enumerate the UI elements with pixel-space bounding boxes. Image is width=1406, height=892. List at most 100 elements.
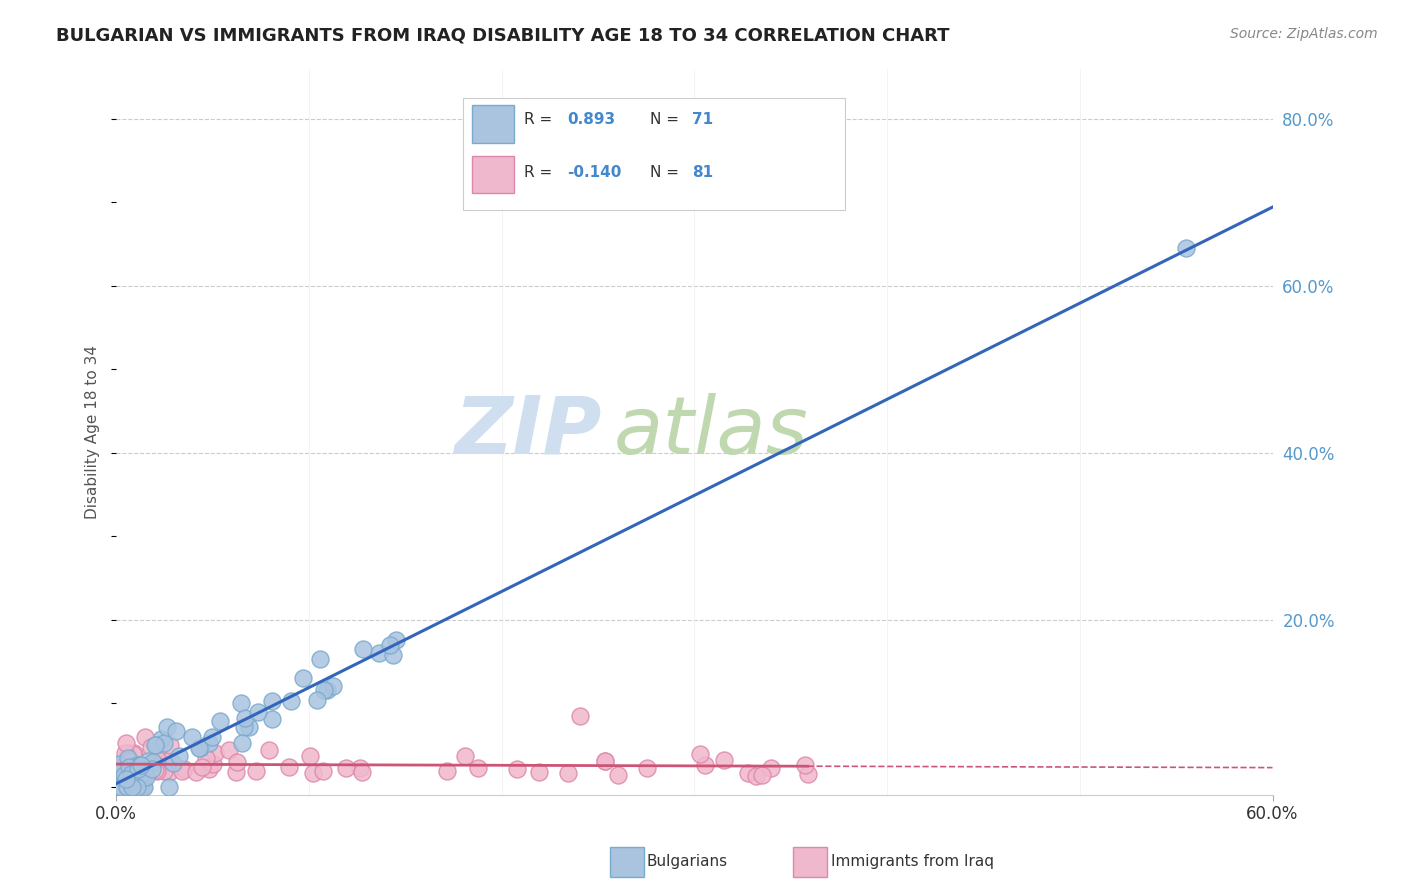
FancyBboxPatch shape: [472, 105, 515, 143]
Point: [122, 747, 145, 762]
Point: [143, 763, 166, 777]
Point: [122, 763, 145, 777]
Point: [108, 780, 131, 794]
Point: [260, 693, 283, 707]
Point: [737, 765, 759, 780]
Point: [225, 765, 247, 780]
Point: [198, 762, 221, 776]
Point: [117, 780, 139, 794]
Point: [198, 736, 221, 750]
Point: [162, 756, 184, 770]
Point: [153, 736, 176, 750]
Point: [436, 764, 458, 778]
Point: [121, 780, 143, 794]
Point: [145, 738, 167, 752]
Point: [132, 780, 155, 794]
Point: [349, 762, 371, 776]
Point: [121, 780, 143, 794]
Point: [114, 761, 136, 775]
Point: [184, 764, 207, 779]
Point: [201, 730, 224, 744]
Point: [231, 696, 253, 710]
Point: [257, 743, 280, 757]
Point: [156, 721, 179, 735]
Point: [209, 714, 232, 729]
Point: [713, 753, 735, 767]
Point: [201, 756, 224, 771]
Point: [121, 772, 143, 786]
Point: [314, 682, 336, 697]
Point: [117, 746, 139, 760]
Point: [352, 642, 374, 657]
Point: [107, 780, 129, 794]
Point: [378, 638, 401, 652]
Point: [118, 760, 141, 774]
Point: [190, 760, 212, 774]
Text: R =: R =: [524, 112, 558, 127]
Point: [322, 679, 344, 693]
Point: [156, 754, 179, 768]
Point: [120, 764, 142, 779]
Point: [246, 705, 269, 719]
Point: [107, 764, 129, 779]
FancyBboxPatch shape: [472, 156, 515, 194]
Text: 71: 71: [692, 112, 713, 127]
Text: BULGARIAN VS IMMIGRANTS FROM IRAQ DISABILITY AGE 18 TO 34 CORRELATION CHART: BULGARIAN VS IMMIGRANTS FROM IRAQ DISABI…: [56, 27, 949, 45]
Point: [142, 756, 165, 770]
Point: [689, 747, 711, 761]
Point: [146, 764, 169, 778]
Point: [169, 749, 191, 764]
Point: [129, 780, 152, 794]
Point: [794, 758, 817, 772]
Point: [453, 749, 475, 764]
Point: [157, 764, 180, 779]
Point: [141, 762, 163, 776]
Point: [245, 764, 267, 779]
Point: [593, 754, 616, 768]
Point: [112, 761, 135, 775]
Point: [110, 780, 132, 794]
Point: [128, 760, 150, 774]
Point: [127, 764, 149, 779]
Point: [108, 757, 131, 772]
Point: [368, 646, 391, 660]
Point: [153, 764, 176, 779]
Point: [194, 751, 217, 765]
Point: [280, 693, 302, 707]
Point: [108, 780, 131, 794]
Point: [568, 709, 591, 723]
Point: [759, 761, 782, 775]
Point: [107, 758, 129, 772]
Point: [128, 757, 150, 772]
Point: [238, 719, 260, 733]
Point: [124, 764, 146, 778]
Point: [117, 751, 139, 765]
Point: [107, 756, 129, 771]
Point: [165, 723, 187, 738]
Point: [128, 770, 150, 784]
Text: Immigrants from Iraq: Immigrants from Iraq: [831, 855, 994, 869]
Point: [302, 766, 325, 780]
Point: [115, 779, 138, 793]
Text: ZIP: ZIP: [454, 392, 602, 471]
Y-axis label: Disability Age 18 to 34: Disability Age 18 to 34: [86, 345, 100, 519]
Point: [143, 738, 166, 752]
Text: N =: N =: [651, 165, 685, 180]
Text: R =: R =: [524, 165, 558, 180]
Point: [172, 764, 194, 779]
Point: [107, 759, 129, 773]
Point: [110, 758, 132, 772]
Point: [218, 743, 240, 757]
Point: [316, 683, 339, 698]
Point: [527, 765, 550, 780]
Point: [305, 692, 328, 706]
Point: [593, 754, 616, 768]
Point: [225, 755, 247, 769]
Point: [129, 758, 152, 772]
Point: [110, 764, 132, 779]
Point: [299, 749, 322, 764]
Point: [148, 753, 170, 767]
Point: [129, 780, 152, 794]
Point: [118, 764, 141, 779]
Point: [145, 752, 167, 766]
